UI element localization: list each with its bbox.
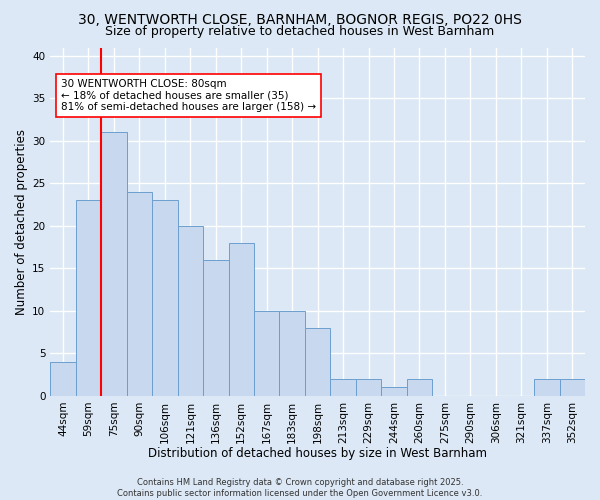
Bar — [560, 379, 585, 396]
Bar — [407, 379, 432, 396]
Text: Contains HM Land Registry data © Crown copyright and database right 2025.
Contai: Contains HM Land Registry data © Crown c… — [118, 478, 482, 498]
Bar — [229, 243, 254, 396]
Bar — [305, 328, 331, 396]
Text: 30, WENTWORTH CLOSE, BARNHAM, BOGNOR REGIS, PO22 0HS: 30, WENTWORTH CLOSE, BARNHAM, BOGNOR REG… — [78, 12, 522, 26]
Bar — [50, 362, 76, 396]
Bar — [203, 260, 229, 396]
Bar — [331, 379, 356, 396]
Bar — [101, 132, 127, 396]
Bar — [127, 192, 152, 396]
Text: Size of property relative to detached houses in West Barnham: Size of property relative to detached ho… — [106, 25, 494, 38]
Bar — [381, 388, 407, 396]
Bar — [356, 379, 381, 396]
Bar — [152, 200, 178, 396]
Bar — [534, 379, 560, 396]
Y-axis label: Number of detached properties: Number of detached properties — [15, 128, 28, 314]
Bar — [76, 200, 101, 396]
X-axis label: Distribution of detached houses by size in West Barnham: Distribution of detached houses by size … — [148, 447, 487, 460]
Text: 30 WENTWORTH CLOSE: 80sqm
← 18% of detached houses are smaller (35)
81% of semi-: 30 WENTWORTH CLOSE: 80sqm ← 18% of detac… — [61, 79, 316, 112]
Bar — [178, 226, 203, 396]
Bar — [280, 311, 305, 396]
Bar — [254, 311, 280, 396]
